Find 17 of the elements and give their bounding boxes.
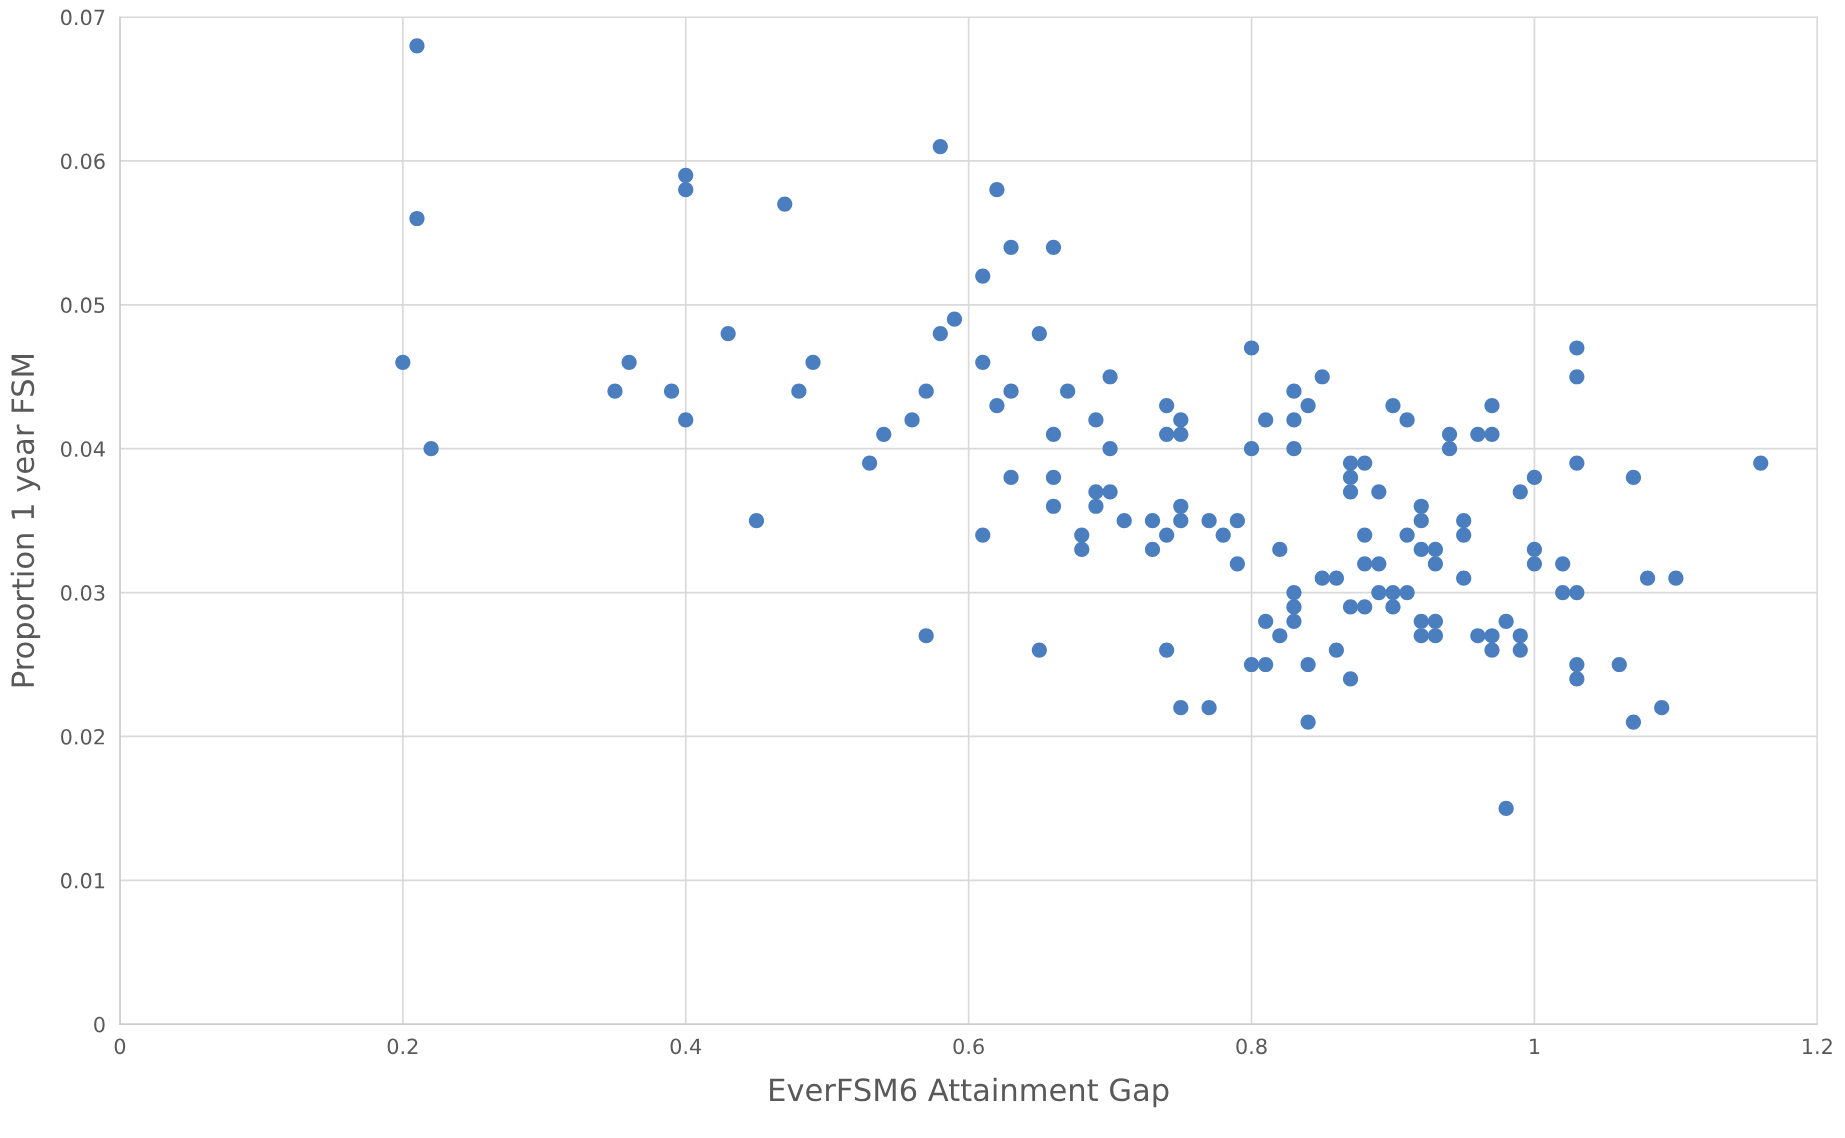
y-tick-label: 0 xyxy=(94,1016,105,1033)
x-tick-label: 0.6 xyxy=(953,1038,984,1055)
y-tick-label: 0.04 xyxy=(61,441,105,457)
x-tick-label: 0.4 xyxy=(670,1038,702,1055)
x-tick-label: 1 xyxy=(1530,1038,1540,1054)
y-tick-label: 0.03 xyxy=(61,585,105,601)
x-tick-label: 0.2 xyxy=(387,1038,418,1055)
y-tick-label: 0.07 xyxy=(61,9,105,26)
x-tick-label: 1.2 xyxy=(1803,1038,1832,1054)
x-tick-label: 0.8 xyxy=(1236,1038,1267,1055)
x-tick-label: 0 xyxy=(114,1038,126,1055)
y-tick-label: 0.02 xyxy=(61,728,104,745)
y-tick-label: 0.06 xyxy=(61,153,105,170)
x-axis-title: EverFSM6 Attainment Gap xyxy=(770,1077,1169,1108)
y-tick-label: 0.05 xyxy=(61,297,105,314)
y-tick-label: 0.01 xyxy=(61,872,105,889)
y-axis-title: Proportion 1 year FSM xyxy=(10,355,41,687)
